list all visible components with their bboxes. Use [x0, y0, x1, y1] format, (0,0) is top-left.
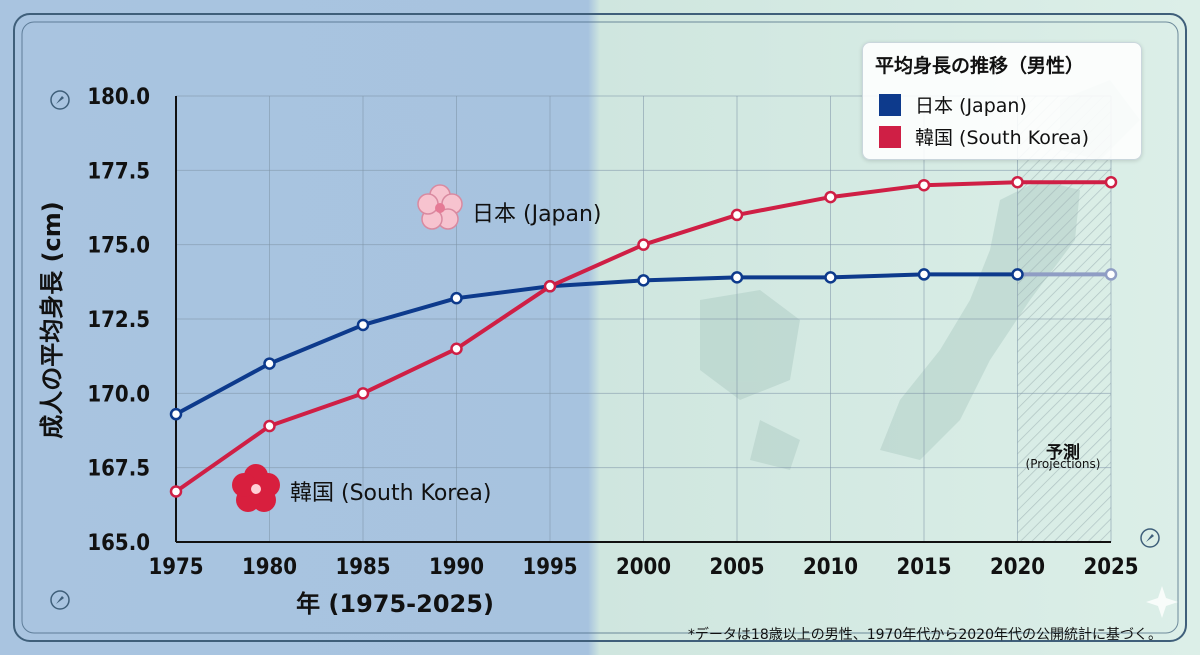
korea-annotation: 韓国 (South Korea)	[290, 481, 491, 506]
y-axis-title: 成人の平均身長 (cm)	[38, 201, 66, 439]
y-tick-label: 165.0	[87, 531, 150, 556]
x-tick-label: 1990	[429, 555, 484, 580]
hibiscus-icon	[232, 464, 280, 512]
data-point-0	[917, 268, 931, 281]
data-point-1	[169, 485, 183, 498]
legend-swatch-japan	[879, 93, 901, 116]
x-tick-label: 1980	[242, 555, 297, 580]
data-point-1	[356, 387, 370, 400]
y-tick-label: 167.5	[87, 457, 150, 482]
x-tick-label: 2015	[896, 555, 951, 580]
data-point-0	[450, 291, 463, 305]
x-tick-label: 1985	[335, 555, 390, 580]
japan-annotation: 日本 (Japan)	[472, 202, 602, 227]
legend-title: 平均身長の推移（男性）	[875, 55, 1085, 77]
legend-label-japan: 日本 (Japan)	[915, 95, 1027, 117]
series-line-0	[174, 272, 1020, 417]
compass-icon	[1140, 528, 1160, 548]
data-point-0	[637, 274, 650, 287]
inner-frame	[21, 21, 1179, 634]
compass-icon	[50, 90, 70, 110]
data-point-1	[263, 419, 276, 433]
x-axis-title: 年 (1975-2025)	[296, 590, 494, 618]
data-point-0	[1104, 268, 1118, 281]
data-point-0	[824, 271, 837, 284]
x-tick-label: 2020	[990, 555, 1045, 580]
footnote: *データは18歳以上の男性、1970年代から2020年代の公開統計に基づく。	[687, 627, 1162, 643]
x-tick-label: 1995	[522, 555, 577, 580]
y-tick-label: 177.5	[87, 159, 150, 184]
projection-sublabel: (Projections)	[1025, 457, 1101, 471]
x-tick-label: 2005	[709, 555, 764, 580]
data-point-1	[450, 342, 463, 355]
data-point-1	[1011, 175, 1024, 189]
data-point-0	[169, 407, 183, 421]
y-tick-label: 175.0	[87, 234, 150, 259]
x-tick-label: 2025	[1083, 555, 1138, 580]
compass-icon	[50, 590, 70, 610]
data-point-1	[824, 190, 837, 204]
legend-swatch-korea	[879, 125, 901, 148]
y-tick-label: 180.0	[87, 85, 150, 110]
legend-item-japan: 日本 (Japan)	[879, 91, 1027, 118]
data-point-1	[1104, 175, 1118, 189]
sparkle-icon	[1146, 586, 1178, 618]
x-tick-label: 2010	[803, 555, 858, 580]
projection-sublabel-wrap: (Projections)	[1016, 433, 1110, 471]
x-tick-label: 2000	[616, 555, 671, 580]
legend-label-korea: 韓国 (South Korea)	[915, 127, 1089, 149]
cherry-blossom-icon	[417, 184, 463, 230]
projection-label: 予測	[1046, 443, 1080, 463]
data-point-0	[1011, 268, 1024, 281]
legend: 平均身長の推移（男性） 日本 (Japan) 韓国 (South Korea)	[862, 42, 1142, 160]
y-tick-label: 172.5	[87, 308, 150, 333]
data-point-1	[543, 280, 557, 293]
legend-item-korea: 韓国 (South Korea)	[879, 123, 1089, 150]
data-point-1	[917, 178, 931, 192]
data-point-0	[730, 271, 744, 284]
data-point-1	[637, 238, 650, 251]
data-point-0	[356, 318, 370, 332]
data-point-0	[263, 357, 276, 370]
data-point-1	[730, 208, 744, 222]
x-tick-label: 1975	[148, 555, 203, 580]
y-tick-label: 170.0	[87, 382, 150, 407]
outer-frame	[13, 13, 1187, 642]
